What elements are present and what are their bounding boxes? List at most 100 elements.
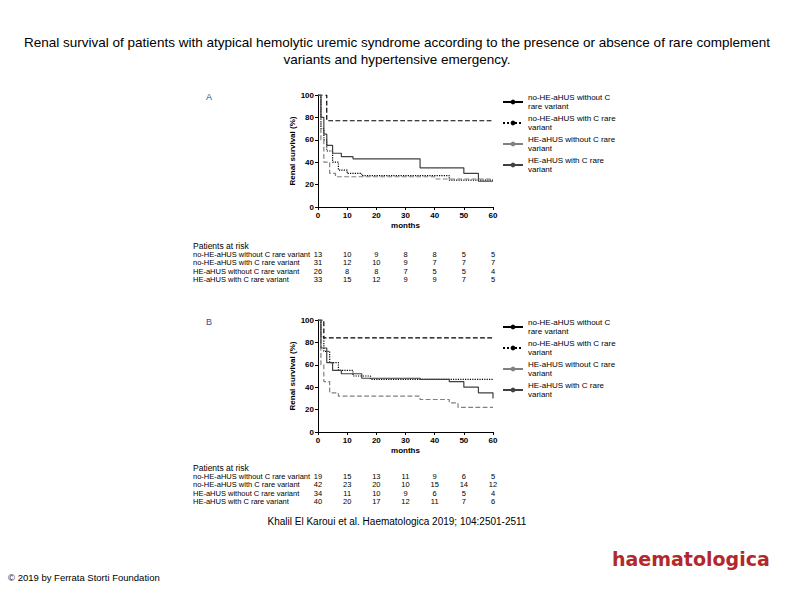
html-text:haematologica: haematologica — [612, 548, 770, 570]
svg-text:30: 30 — [401, 436, 410, 445]
svg-text:A: A — [206, 92, 212, 102]
svg-text:17: 17 — [372, 497, 380, 506]
svg-text:0: 0 — [316, 436, 321, 445]
svg-text:11: 11 — [401, 471, 410, 481]
svg-text:9: 9 — [433, 275, 437, 284]
svg-text:10: 10 — [343, 249, 352, 259]
svg-text:Renal survival (%): Renal survival (%) — [288, 116, 297, 185]
svg-text:20: 20 — [372, 436, 381, 445]
svg-text:HE-aHUS without C rare: HE-aHUS without C rare — [528, 135, 617, 144]
html-text:no-HE-aHUS without C rare vari: no-HE-aHUS without C rare variant 13 — [193, 249, 323, 259]
svg-text:rare variant: rare variant — [528, 327, 569, 336]
svg-text:variant: variant — [528, 348, 553, 357]
svg-text:HE-aHUS without C rare variant: HE-aHUS without C rare variant — [193, 488, 300, 498]
svg-text:9: 9 — [374, 249, 379, 259]
svg-text:31: 31 — [313, 258, 323, 267]
html-text:no-HE-aHUS without C rare vari: no-HE-aHUS without C rare variant 19 — [193, 471, 323, 481]
svg-text:9: 9 — [403, 275, 407, 284]
svg-text:months: months — [391, 446, 420, 455]
svg-text:11: 11 — [343, 488, 352, 498]
svg-text:no-HE-aHUS with C rare: no-HE-aHUS with C rare — [528, 339, 618, 348]
svg-text:100: 100 — [301, 91, 315, 100]
html-text:Renal survival of patients wit: Renal survival of patients with atypical… — [24, 35, 770, 67]
svg-text:HE-aHUS without C rare: HE-aHUS without C rare — [528, 360, 617, 369]
svg-text:40: 40 — [430, 436, 439, 445]
svg-text:variant: variant — [528, 144, 553, 153]
svg-text:Patients at risk: Patients at risk — [193, 240, 249, 251]
html-text:© 2019 by Ferrata Storti Found: © 2019 by Ferrata Storti Foundation — [8, 572, 160, 583]
svg-text:40: 40 — [314, 497, 322, 506]
svg-text:4: 4 — [490, 266, 496, 276]
svg-text:12: 12 — [343, 258, 352, 267]
svg-text:rare variant: rare variant — [528, 102, 569, 111]
svg-text:40: 40 — [305, 158, 314, 167]
svg-text:60: 60 — [305, 360, 314, 369]
svg-text:0: 0 — [316, 211, 321, 220]
svg-text:Renal survival (%): Renal survival (%) — [288, 341, 297, 410]
svg-text:60: 60 — [489, 436, 498, 445]
svg-text:5: 5 — [490, 249, 496, 259]
svg-text:26: 26 — [313, 266, 323, 276]
svg-text:HE-aHUS without C rare variant: HE-aHUS without C rare variant — [193, 266, 300, 276]
svg-text:10: 10 — [343, 436, 352, 445]
html-text:Khalil El Karoui et al. Haemat: Khalil El Karoui et al. Haematologica 20… — [267, 516, 527, 527]
svg-text:variant: variant — [528, 369, 553, 378]
svg-text:5: 5 — [490, 471, 496, 481]
svg-text:80: 80 — [305, 113, 314, 122]
svg-text:5: 5 — [491, 275, 495, 284]
svg-text:B: B — [206, 317, 212, 327]
svg-text:10: 10 — [343, 211, 352, 220]
svg-text:0: 0 — [310, 203, 315, 212]
svg-text:no-HE-aHUS without C: no-HE-aHUS without C — [528, 93, 612, 102]
svg-text:7: 7 — [462, 497, 466, 506]
svg-text:20: 20 — [343, 497, 351, 506]
svg-text:months: months — [391, 221, 420, 230]
svg-text:42: 42 — [313, 480, 323, 489]
svg-text:12: 12 — [372, 275, 380, 284]
svg-text:no-HE-aHUS with C rare: no-HE-aHUS with C rare — [528, 114, 618, 123]
svg-text:60: 60 — [489, 211, 498, 220]
svg-text:15: 15 — [343, 471, 352, 481]
svg-text:13: 13 — [372, 471, 381, 481]
svg-text:80: 80 — [305, 338, 314, 347]
svg-text:40: 40 — [430, 211, 439, 220]
svg-text:7: 7 — [462, 275, 466, 284]
svg-text:no-HE-aHUS with C rare variant: no-HE-aHUS with C rare variant — [193, 258, 300, 267]
svg-text:variant: variant — [528, 390, 553, 399]
svg-text:HE-aHUS with C rare variant: HE-aHUS with C rare variant — [193, 497, 290, 506]
svg-text:15: 15 — [430, 480, 439, 489]
svg-text:100: 100 — [301, 316, 315, 325]
svg-text:no-HE-aHUS without C: no-HE-aHUS without C — [528, 318, 612, 327]
svg-text:0: 0 — [310, 428, 315, 437]
svg-text:12: 12 — [401, 497, 409, 506]
svg-text:20: 20 — [305, 180, 314, 189]
svg-text:23: 23 — [343, 480, 352, 489]
svg-text:HE-aHUS with C rare: HE-aHUS with C rare — [528, 156, 606, 165]
svg-text:60: 60 — [305, 135, 314, 144]
svg-text:20: 20 — [305, 405, 314, 414]
svg-text:variant: variant — [528, 123, 553, 132]
svg-text:50: 50 — [459, 211, 468, 220]
svg-text:7: 7 — [490, 258, 496, 267]
svg-text:50: 50 — [459, 436, 468, 445]
svg-text:4: 4 — [490, 488, 496, 498]
svg-text:10: 10 — [372, 258, 381, 267]
svg-text:34: 34 — [313, 488, 323, 498]
svg-text:Patients at risk: Patients at risk — [193, 462, 249, 473]
svg-text:33: 33 — [314, 275, 322, 284]
svg-text:HE-aHUS with C rare: HE-aHUS with C rare — [528, 381, 606, 390]
svg-text:no-HE-aHUS with C rare variant: no-HE-aHUS with C rare variant — [193, 480, 300, 489]
svg-text:15: 15 — [343, 275, 351, 284]
svg-text:14: 14 — [459, 480, 468, 489]
svg-text:10: 10 — [372, 488, 381, 498]
svg-text:20: 20 — [372, 211, 381, 220]
svg-text:HE-aHUS with C rare variant: HE-aHUS with C rare variant — [193, 275, 290, 284]
svg-text:30: 30 — [401, 211, 410, 220]
svg-text:11: 11 — [431, 497, 439, 506]
svg-text:12: 12 — [488, 480, 498, 489]
svg-text:6: 6 — [491, 497, 495, 506]
svg-text:10: 10 — [401, 480, 410, 489]
svg-text:20: 20 — [372, 480, 381, 489]
svg-text:variant: variant — [528, 165, 553, 174]
svg-text:40: 40 — [305, 383, 314, 392]
